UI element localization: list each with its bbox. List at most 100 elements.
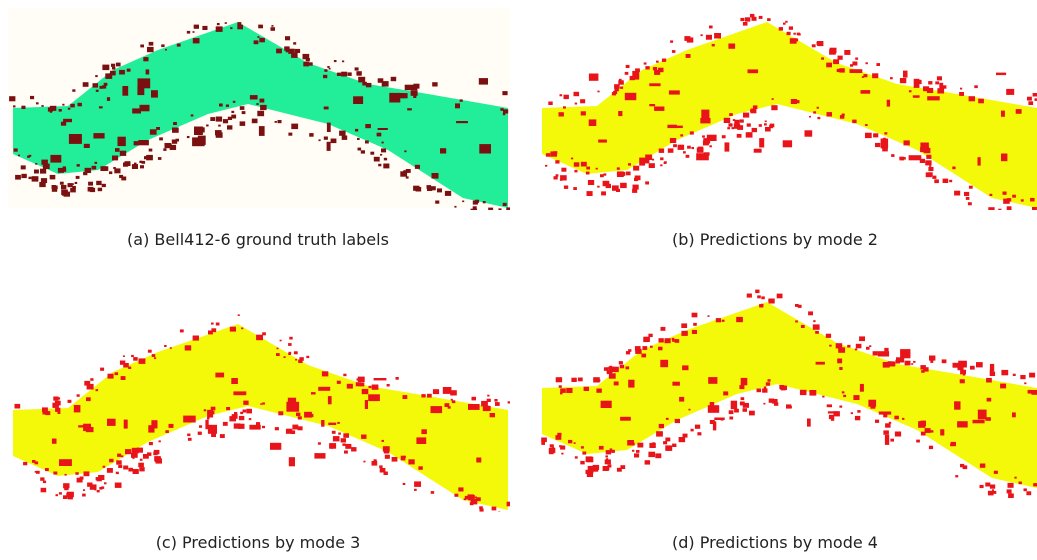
point-cluster (639, 158, 645, 166)
point-cluster (978, 410, 987, 420)
point-cluster (1016, 109, 1022, 114)
point-cluster (683, 434, 688, 438)
point-cluster (299, 357, 303, 361)
point-cluster (396, 377, 399, 380)
point-cluster (628, 349, 631, 352)
point-cluster (225, 22, 227, 24)
point-cluster (75, 182, 78, 184)
point-cluster (728, 44, 735, 49)
point-cluster (653, 67, 657, 70)
point-cluster (405, 85, 418, 91)
point-cluster (1021, 199, 1024, 201)
point-cluster (427, 187, 432, 191)
point-cluster (108, 374, 114, 379)
point-cluster (675, 339, 680, 343)
point-cluster (53, 186, 58, 190)
point-cluster (607, 370, 613, 373)
point-cluster (226, 407, 230, 410)
point-cluster (769, 299, 775, 304)
point-cluster (587, 191, 593, 196)
point-cluster (337, 73, 341, 76)
point-cluster (98, 475, 104, 480)
point-cluster (722, 135, 726, 138)
point-cluster (342, 61, 344, 63)
point-cluster (15, 404, 21, 409)
point-cluster (324, 137, 328, 140)
point-cluster (401, 456, 406, 461)
point-cluster (319, 139, 321, 141)
point-cluster (900, 78, 906, 83)
point-cluster (347, 384, 353, 389)
point-cluster (62, 104, 64, 106)
point-cluster (618, 80, 624, 84)
point-cluster (740, 119, 744, 122)
point-cluster (865, 124, 868, 126)
point-cluster (356, 71, 361, 75)
point-cluster (790, 38, 797, 44)
point-cluster (584, 387, 589, 391)
point-cluster (327, 123, 331, 132)
point-cluster (172, 128, 179, 133)
point-cluster (87, 483, 92, 487)
point-cluster (85, 473, 88, 475)
point-cluster (580, 461, 584, 465)
point-cluster (358, 377, 365, 383)
point-cluster (710, 402, 715, 406)
point-cluster (914, 79, 920, 88)
point-cluster (219, 104, 223, 107)
point-cluster (454, 494, 458, 497)
point-cluster (852, 62, 857, 66)
point-cluster (560, 388, 566, 393)
point-cluster (978, 157, 981, 165)
point-cluster (545, 165, 547, 167)
point-cluster (353, 96, 363, 104)
point-cluster (483, 406, 490, 411)
point-cluster (96, 181, 101, 185)
point-cluster (926, 155, 931, 159)
point-cluster (455, 103, 460, 108)
point-cluster (159, 137, 163, 140)
point-cluster (508, 401, 510, 403)
point-cluster (271, 27, 276, 31)
point-cluster (606, 458, 608, 460)
point-cluster (725, 142, 730, 151)
point-cluster (289, 337, 292, 340)
point-cluster (84, 144, 90, 148)
point-cluster (816, 362, 825, 365)
point-cluster (207, 410, 213, 418)
point-cluster (601, 401, 612, 408)
point-cluster (494, 399, 497, 402)
point-cluster (370, 152, 374, 155)
point-cluster (644, 62, 647, 64)
point-cluster (687, 37, 694, 42)
point-cluster (427, 394, 432, 398)
point-cluster (862, 76, 864, 78)
point-cluster (909, 90, 912, 92)
point-cluster (887, 100, 890, 107)
point-cluster (662, 59, 666, 62)
point-cluster (829, 345, 831, 347)
point-cluster (645, 181, 649, 184)
point-cluster (260, 99, 265, 103)
point-cluster (85, 168, 92, 173)
point-cluster (764, 387, 767, 389)
point-cluster (581, 111, 586, 115)
point-cluster (403, 483, 406, 485)
point-cluster (598, 140, 607, 143)
point-cluster (207, 418, 210, 420)
point-cluster (813, 320, 815, 322)
point-cluster (378, 128, 388, 130)
point-cluster (252, 119, 258, 124)
point-cluster (187, 434, 190, 437)
point-cluster (990, 364, 994, 372)
point-cluster (736, 317, 743, 322)
point-cluster (750, 14, 754, 18)
point-cluster (560, 446, 565, 450)
point-cluster (77, 164, 80, 167)
point-cluster (288, 353, 291, 355)
point-cluster (55, 408, 60, 412)
point-cluster (937, 76, 942, 80)
point-cluster (187, 136, 190, 138)
point-cluster (574, 170, 577, 173)
point-cluster (708, 377, 717, 384)
